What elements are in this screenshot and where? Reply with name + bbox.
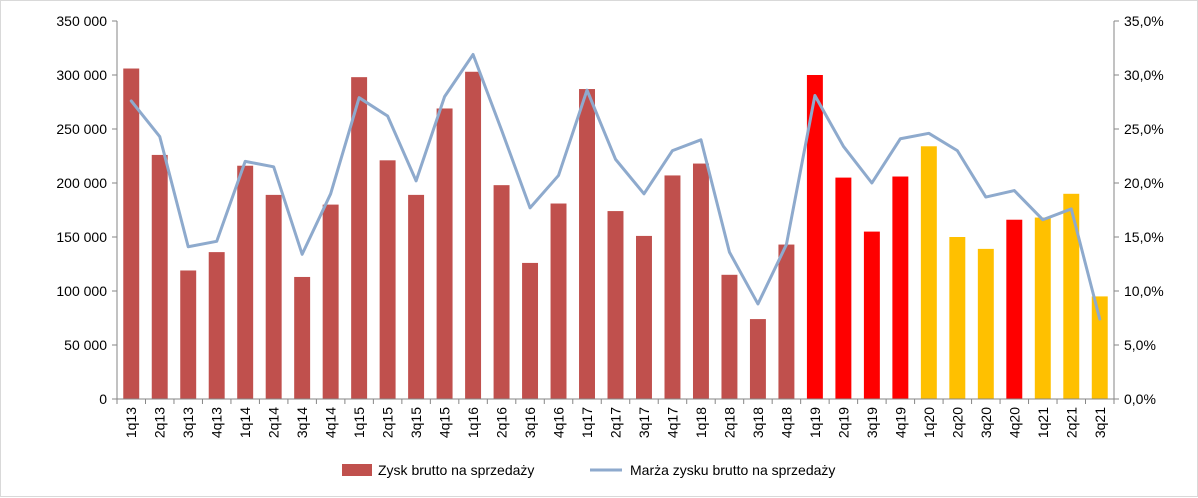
right-tick-label: 5,0% (1124, 337, 1156, 353)
margin-line (129, 52, 1102, 321)
bar-3q21 (1091, 296, 1108, 399)
x-tick-label: 1q16 (465, 407, 481, 438)
legend-line-label: Marża zysku brutto na sprzedaży (630, 462, 835, 478)
x-tick-label: 2q17 (608, 407, 624, 438)
bar-1q16 (465, 71, 482, 399)
bar-4q14 (322, 204, 339, 399)
x-tick-label: 3q21 (1092, 407, 1108, 438)
bar-1q17 (579, 89, 595, 399)
axes-group (116, 21, 1115, 400)
x-tick-label: 1q20 (921, 407, 937, 438)
x-tick-label: 4q15 (437, 407, 453, 438)
x-tick-label: 4q13 (209, 407, 225, 438)
legend: Zysk brutto na sprzedaży Marża zysku bru… (342, 462, 835, 478)
x-tick-label: 4q17 (664, 407, 680, 438)
bar-1q20 (920, 146, 937, 399)
bar-2q15 (379, 160, 396, 399)
bar-4q18 (778, 244, 795, 399)
x-tick-label: 4q19 (892, 407, 908, 438)
bar-3q18 (749, 319, 766, 399)
x-tick-label: 4q18 (778, 407, 794, 438)
bar-2q21 (1063, 193, 1080, 399)
x-tick-label: 1q14 (237, 407, 253, 438)
bar-3q16 (522, 262, 539, 399)
bar-3q14 (294, 276, 311, 399)
x-tick-label: 3q18 (750, 407, 766, 438)
bar-2q19 (835, 177, 852, 399)
x-tick-label: 1q17 (579, 407, 595, 438)
x-tick-label: 3q19 (864, 407, 880, 438)
x-tick-label: 2q20 (949, 407, 965, 438)
bar-4q15 (436, 108, 453, 399)
left-tick-label: 300 000 (56, 67, 107, 83)
bar-1q13 (123, 68, 140, 400)
bar-2q14 (265, 194, 282, 399)
bar-1q19 (806, 75, 823, 399)
x-tick-label: 3q17 (636, 407, 652, 438)
x-tick-label: 2q16 (494, 407, 510, 438)
bar-4q16 (550, 203, 567, 399)
x-tick-label: 3q14 (294, 407, 310, 438)
x-tick-label: 2q15 (380, 407, 396, 438)
bars-group (123, 68, 1108, 400)
left-tick-label: 100 000 (56, 283, 107, 299)
x-tick-label: 3q16 (522, 407, 538, 438)
legend-bar-label: Zysk brutto na sprzedaży (378, 462, 534, 478)
right-tick-label: 20,0% (1124, 175, 1164, 191)
right-axis-ticks: 0,0% 5,0% 10,0% 15,0% 20,0% 25,0% 30,0% 35,0% (1114, 13, 1164, 407)
left-tick-label: 50 000 (64, 337, 107, 353)
x-tick-label: 3q20 (978, 407, 994, 438)
x-tick-label: 4q16 (551, 407, 567, 438)
bar-2q17 (607, 211, 624, 399)
x-tick-label: 2q13 (152, 407, 168, 438)
left-tick-label: 150 000 (56, 229, 107, 245)
x-axis-ticks: 1q13 2q13 3q13 4q13 1q14 2q14 3q14 4q14 1q15 2q15… (116, 399, 1115, 438)
bar-1q14 (237, 165, 254, 399)
right-tick-label: 25,0% (1124, 121, 1164, 137)
line-layer (129, 52, 1102, 321)
x-tick-label: 1q21 (1035, 407, 1051, 438)
left-tick-label: 0 (99, 391, 107, 407)
left-tick-label: 250 000 (56, 121, 107, 137)
x-tick-label: 1q15 (351, 407, 367, 438)
right-tick-label: 30,0% (1124, 67, 1164, 83)
left-tick-label: 350 000 (56, 13, 107, 29)
bar-2q13 (151, 154, 168, 399)
bar-3q19 (863, 231, 880, 399)
legend-bar-swatch (342, 464, 372, 476)
x-tick-label: 1q19 (807, 407, 823, 438)
bar-4q20 (1006, 219, 1023, 399)
x-tick-label: 3q15 (408, 407, 424, 438)
bar-2q16 (493, 185, 510, 399)
x-tick-label: 1q18 (693, 407, 709, 438)
bar-2q18 (721, 274, 738, 399)
bar-2q20 (949, 237, 966, 399)
bar-3q13 (180, 270, 197, 399)
x-tick-label: 1q13 (123, 407, 139, 438)
bar-3q17 (636, 235, 652, 399)
x-tick-label: 4q20 (1006, 407, 1022, 438)
x-tick-label: 2q21 (1063, 407, 1079, 438)
bar-1q21 (1034, 217, 1051, 399)
left-axis-ticks: 0 50 000 100 000 150 000 200 000 250 000 300 0… (56, 13, 117, 407)
right-tick-label: 35,0% (1124, 13, 1164, 29)
x-tick-label: 3q13 (180, 407, 196, 438)
bar-4q17 (664, 175, 681, 399)
bar-3q20 (977, 248, 994, 399)
bar-3q15 (408, 194, 425, 399)
x-tick-label: 2q19 (835, 407, 851, 438)
bar-4q13 (208, 252, 225, 399)
x-tick-label: 2q14 (266, 407, 282, 438)
bar-1q18 (692, 163, 709, 399)
right-tick-label: 15,0% (1124, 229, 1164, 245)
left-tick-label: 200 000 (56, 175, 107, 191)
bar-1q15 (351, 77, 368, 399)
x-tick-label: 4q14 (323, 407, 339, 438)
right-tick-label: 10,0% (1124, 283, 1164, 299)
x-tick-label: 2q18 (721, 407, 737, 438)
bar-4q19 (892, 176, 909, 399)
right-tick-label: 0,0% (1124, 391, 1156, 407)
